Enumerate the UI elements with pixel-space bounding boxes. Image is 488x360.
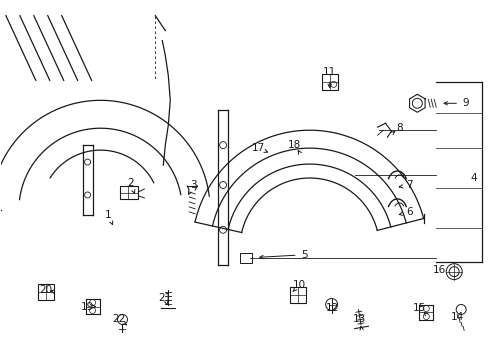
Text: 16: 16 <box>432 265 445 275</box>
Text: 5: 5 <box>301 250 307 260</box>
Text: 11: 11 <box>323 67 336 77</box>
Text: 21: 21 <box>159 293 172 302</box>
Text: 13: 13 <box>352 314 366 324</box>
Text: 22: 22 <box>112 314 125 324</box>
Text: 14: 14 <box>449 312 463 323</box>
Text: 1: 1 <box>105 210 112 220</box>
Bar <box>240 253 251 263</box>
Text: 9: 9 <box>462 98 468 108</box>
Text: 3: 3 <box>189 180 196 190</box>
Text: 19: 19 <box>81 302 94 311</box>
Text: 17: 17 <box>251 143 264 153</box>
Text: 2: 2 <box>127 178 134 188</box>
Text: 8: 8 <box>395 123 402 133</box>
Text: 18: 18 <box>287 140 301 150</box>
Bar <box>38 284 54 300</box>
Text: 12: 12 <box>325 302 339 312</box>
Text: 15: 15 <box>412 302 425 312</box>
Text: 4: 4 <box>470 173 476 183</box>
Text: 10: 10 <box>293 280 305 289</box>
Bar <box>321 75 337 90</box>
Text: 6: 6 <box>405 207 412 217</box>
Bar <box>289 287 305 302</box>
Bar <box>120 186 138 199</box>
Text: 7: 7 <box>405 180 412 190</box>
Text: 20: 20 <box>39 284 52 294</box>
